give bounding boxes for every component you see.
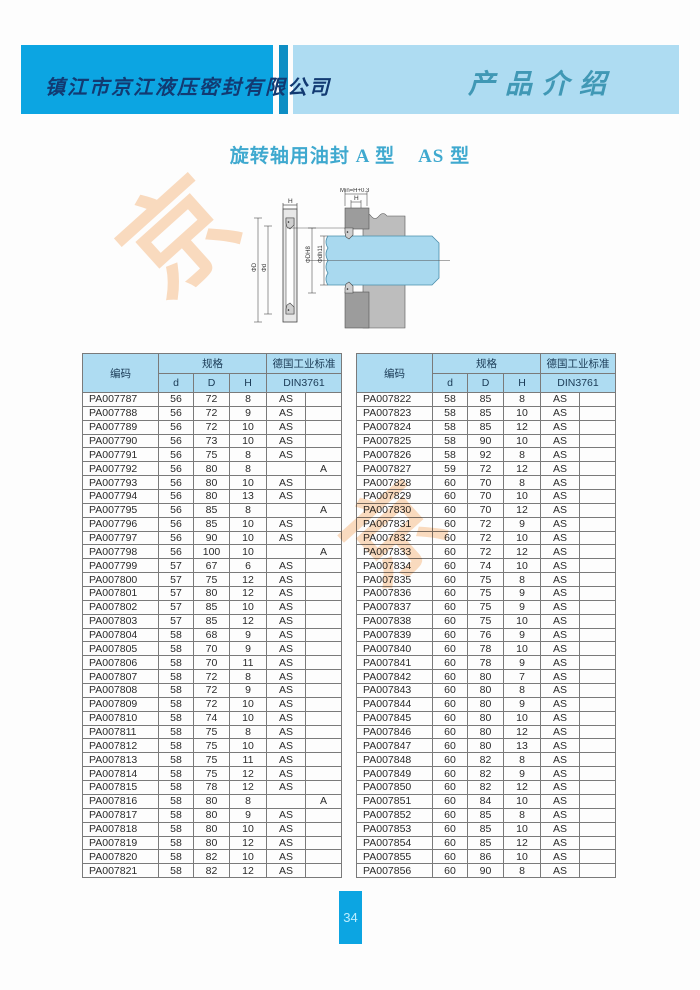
svg-text:H: H (288, 198, 293, 205)
svg-text:Φdh11: Φdh11 (318, 245, 324, 263)
svg-text:ΦD: ΦD (252, 262, 258, 272)
svg-text:H: H (354, 195, 359, 202)
svg-text:京: 京 (97, 155, 261, 320)
svg-text:Φd: Φd (262, 264, 268, 272)
svg-text:Min=H+0.3: Min=H+0.3 (340, 188, 370, 194)
